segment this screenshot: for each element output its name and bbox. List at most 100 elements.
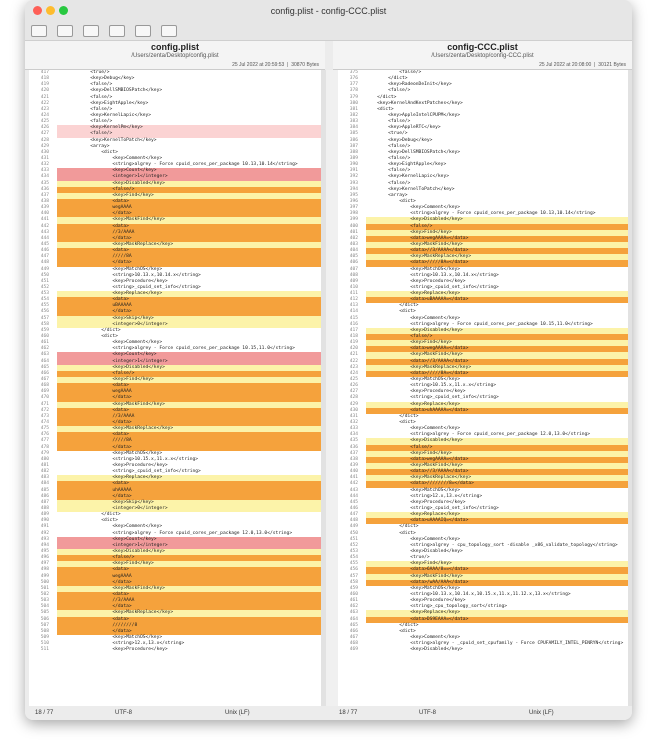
line-number: 375	[349, 70, 358, 75]
code-line: 454 <data>	[29, 297, 321, 304]
code-line: 489 </dict>	[29, 512, 321, 518]
line-text: <data>uBAAAAA=</data>	[366, 297, 628, 304]
code-line: 474 </data>	[29, 420, 321, 427]
line-text: <key>MaskFind</key>	[57, 585, 321, 592]
code-line: 418 <false/>	[338, 334, 628, 341]
line-number: 505	[40, 610, 49, 616]
line-number: 442	[40, 223, 49, 229]
line-number: 499	[40, 573, 49, 579]
line-text: </data>	[57, 493, 321, 500]
close-button[interactable]	[33, 6, 42, 15]
line-number: 469	[349, 647, 358, 653]
line-number: 494	[40, 542, 49, 548]
line-text: <array>	[366, 192, 408, 198]
line-number: 471	[40, 401, 49, 407]
left-header: config.plist /Users/zenta/Desktop/config…	[25, 41, 325, 70]
line-text: /////8A	[57, 438, 321, 445]
line-number: 437	[349, 450, 358, 456]
line-text: <key>Disabled</key>	[366, 548, 463, 554]
code-line: 471 <key>MaskFind</key>	[29, 401, 321, 408]
toolbar-button[interactable]	[31, 25, 47, 37]
line-text: <false/>	[366, 223, 628, 230]
line-text: <data>	[57, 407, 321, 414]
line-number: 501	[40, 585, 49, 591]
line-text: <key>DellSMBIOSPatch</key>	[57, 88, 163, 94]
line-text: <false/>	[57, 186, 321, 193]
line-text: <key>EightApple</key>	[57, 100, 149, 106]
code-line: 454 <true/>	[338, 555, 628, 561]
line-text: <key>MatchOS</key>	[57, 266, 163, 272]
code-line: 430 <dict>	[29, 150, 321, 156]
code-line: 451 <key>Procedure</key>	[29, 279, 321, 285]
line-number: 419	[349, 340, 358, 346]
line-number: 457	[40, 315, 49, 321]
code-line: 458 <integer>0</integer>	[29, 321, 321, 328]
code-line: 455 uBAAAAA	[29, 303, 321, 310]
code-line: 497 <key>Find</key>	[29, 561, 321, 568]
code-line: 408 <string>10.13.x,10.14.x</string>	[338, 273, 628, 279]
line-number: 420	[349, 346, 358, 352]
line-number: 433	[349, 426, 358, 432]
line-text: <string>_cpuid_set_info</string>	[366, 505, 499, 511]
code-line: 400 <false/>	[338, 223, 628, 230]
line-text: <key>Debug</key>	[57, 76, 135, 82]
line-number: 438	[40, 198, 49, 204]
toolbar-button[interactable]	[83, 25, 99, 37]
line-text: <key>Disabled</key>	[57, 180, 321, 187]
file-name: config.plist	[151, 42, 199, 52]
code-line: 451 <key>Comment</key>	[338, 537, 628, 543]
line-number: 423	[40, 106, 49, 112]
line-text: uhAAAAA	[57, 487, 321, 494]
line-text: <key>MatchOS</key>	[366, 487, 461, 493]
line-number: 467	[40, 377, 49, 383]
code-line: 463 <key>Replace</key>	[338, 610, 628, 617]
line-number: 381	[349, 106, 358, 112]
code-line: 423 <false/>	[29, 107, 321, 113]
code-line: 379 </dict>	[338, 95, 628, 101]
line-text: </dict>	[366, 76, 408, 82]
line-text: <key>MatchOS</key>	[366, 377, 461, 383]
code-line: 452 <string>algrey - cpu_topology_sort -…	[338, 543, 628, 549]
line-text: <key>Comment</key>	[366, 634, 461, 640]
line-text: <string>_cpu_topology_sort</string>	[366, 604, 508, 610]
line-number: 431	[40, 155, 49, 161]
line-number: 459	[349, 585, 358, 591]
line-text: <key>Skip</key>	[57, 315, 321, 322]
toolbar-button[interactable]	[161, 25, 177, 37]
line-text: <key>Comment</key>	[57, 155, 163, 161]
code-line: 431 </dict>	[338, 414, 628, 420]
toolbar-button[interactable]	[135, 25, 151, 37]
line-number: 383	[349, 119, 358, 125]
line-number: 413	[349, 303, 358, 309]
line-number: 440	[349, 469, 358, 475]
code-line: 450 <dict>	[338, 531, 628, 537]
scrollbar[interactable]	[628, 70, 632, 706]
line-text: /////8A	[57, 254, 321, 261]
line-text: ////////8	[57, 622, 321, 629]
toolbar-button[interactable]	[109, 25, 125, 37]
zoom-button[interactable]	[59, 6, 68, 15]
file-size: 30870 Bytes	[291, 62, 319, 68]
line-text: <integer>0</integer>	[57, 505, 321, 513]
code-line: 429 <array>	[29, 144, 321, 150]
scrollbar[interactable]	[321, 70, 326, 706]
line-text: <data>	[57, 591, 321, 599]
code-line: 420 <data>wegAAAA=</data>	[338, 346, 628, 353]
line-text: <key>Find</key>	[366, 229, 628, 236]
line-number: 386	[349, 137, 358, 143]
code-line: 415 <key>Comment</key>	[338, 316, 628, 322]
line-endings[interactable]: Unix (LF)	[529, 710, 554, 716]
toolbar-button[interactable]	[57, 25, 73, 37]
line-endings[interactable]: Unix (LF)	[225, 710, 250, 716]
line-text: <string>algrey - Force cpuid_cores_per_p…	[366, 321, 593, 327]
line-text: <data>//3/AAAA</data>	[366, 358, 628, 365]
code-line: 439 <key>MaskFind</key>	[338, 463, 628, 470]
window: config.plist - config-CCC.plist config.p…	[25, 0, 632, 720]
code-line: 491 <key>Comment</key>	[29, 524, 321, 530]
code-line: 429 <key>Replace</key>	[338, 401, 628, 408]
line-text: <key>MatchOS</key>	[366, 266, 461, 272]
file-name: config-CCC.plist	[447, 42, 518, 52]
minimize-button[interactable]	[46, 6, 55, 15]
line-number: 427	[349, 389, 358, 395]
line-text: <key>Find</key>	[366, 340, 628, 347]
